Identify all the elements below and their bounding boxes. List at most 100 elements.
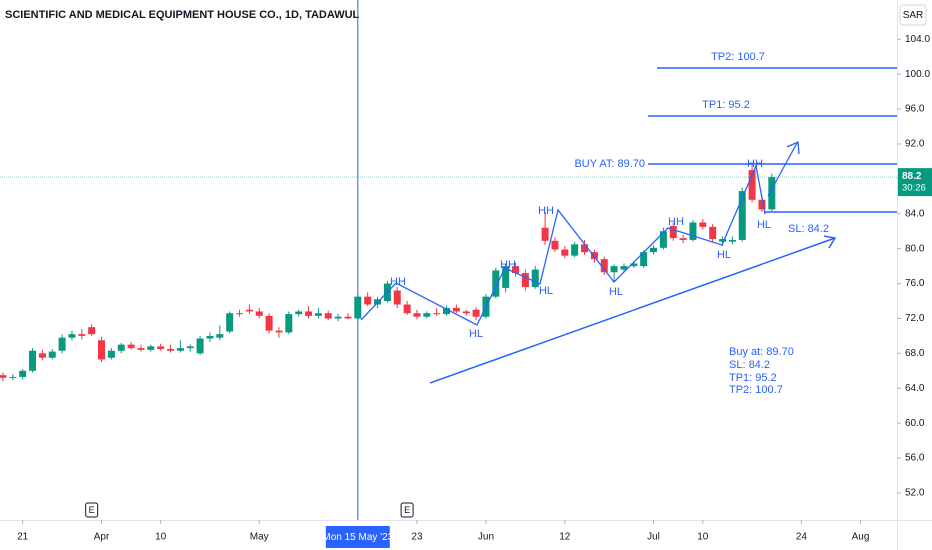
earnings-label: E (89, 505, 95, 515)
candle-body (255, 311, 263, 316)
candle-body (285, 314, 293, 333)
candle-body (738, 191, 746, 240)
candle-body (117, 344, 125, 351)
candle-body (462, 311, 470, 314)
candle-body (600, 259, 608, 273)
candle-body (531, 269, 539, 288)
y-tick-label: 64.0 (905, 383, 925, 394)
x-tick-label: 21 (17, 532, 29, 543)
candle-body (147, 346, 155, 350)
candle-body (206, 335, 214, 339)
note-line: Buy at: 89.70 (729, 346, 794, 358)
y-tick-label: 56.0 (905, 453, 925, 464)
projection-line (767, 142, 798, 197)
pattern-label: HL (717, 249, 731, 261)
trend-line (429, 237, 836, 384)
candle-body (541, 227, 549, 241)
candle-body (275, 330, 283, 333)
x-tick-label: 24 (796, 532, 808, 543)
x-tick-label: Aug (852, 532, 870, 543)
candle-body (19, 370, 27, 377)
y-tick-label: 76.0 (905, 278, 925, 289)
candle-body (423, 313, 431, 317)
y-tick-label: 96.0 (905, 104, 925, 115)
currency: SAR (903, 10, 924, 21)
candle-body (68, 334, 76, 338)
y-tick-label: 80.0 (905, 243, 925, 254)
candle-body (245, 309, 253, 312)
pattern-label: HL (757, 219, 771, 231)
pattern-label: HL (539, 285, 553, 297)
candle-body (38, 353, 46, 358)
candle-body (196, 338, 204, 354)
candle-body (176, 348, 184, 351)
note-line: TP2: 100.7 (729, 384, 783, 396)
candle-body (689, 222, 697, 240)
candle-body (314, 313, 322, 316)
candle-body (354, 296, 362, 319)
y-tick-label: 100.0 (905, 69, 930, 80)
candle-body (98, 340, 106, 360)
chart-title: SCIENTIFIC AND MEDICAL EQUIPMENT HOUSE C… (5, 9, 360, 21)
candle-body (709, 226, 717, 240)
level-label: TP1: 95.2 (702, 99, 750, 111)
candle-body (452, 307, 460, 312)
candle-body (157, 346, 165, 349)
last-price-tag (898, 168, 932, 197)
candle-body (127, 344, 135, 349)
level-label: TP2: 100.7 (711, 51, 765, 63)
candle-body (728, 239, 736, 242)
candle-body (305, 311, 313, 316)
candle-body (768, 177, 776, 210)
earnings-box (400, 502, 414, 518)
pattern-label: HL (609, 286, 623, 298)
candle-body (472, 309, 480, 317)
candle-body (413, 313, 421, 317)
candle-body (236, 313, 244, 315)
crosshair-label: Mon 15 May '23 (322, 532, 393, 543)
x-tick-label: 10 (697, 532, 709, 543)
candle-body (58, 337, 66, 351)
crosshair-label-box (325, 526, 390, 548)
candle-body (48, 351, 56, 358)
candle-body (324, 313, 332, 319)
candle-body (443, 307, 451, 315)
x-tick-label: 12 (559, 532, 571, 543)
candle-body (334, 316, 342, 319)
candle-body (167, 348, 175, 351)
candle-body (265, 315, 273, 331)
x-tick-label: Jul (647, 532, 660, 543)
pattern-label: HL (469, 328, 483, 340)
currency-box (899, 4, 927, 26)
candle-body (393, 290, 401, 305)
y-tick-label: 84.0 (905, 208, 925, 219)
candle-body (581, 244, 589, 253)
candle-body (679, 238, 687, 240)
pattern-label: HH (668, 216, 684, 228)
candle-body (561, 249, 569, 256)
zigzag (360, 163, 766, 326)
level-label: BUY AT: 89.70 (574, 158, 645, 170)
candle-body (364, 296, 372, 305)
candle-body (650, 247, 658, 253)
candle-body (186, 346, 194, 349)
pattern-label: HH (538, 205, 554, 217)
note-line: TP1: 95.2 (729, 372, 777, 384)
pattern-label: HH (390, 276, 406, 288)
y-tick-label: 104.0 (905, 34, 930, 45)
candle-body (571, 244, 579, 256)
y-tick-label: 92.0 (905, 139, 925, 150)
candle-body (433, 313, 441, 315)
candle-body (620, 266, 628, 270)
candle-body (0, 375, 7, 378)
x-tick-label: 10 (155, 532, 167, 543)
candle-body (590, 252, 598, 260)
candle-body (107, 350, 115, 358)
candle-body (78, 334, 86, 336)
x-tick-label: Jun (478, 532, 494, 543)
candle-body (492, 270, 500, 297)
candle-body (502, 266, 510, 288)
earnings-label: E (404, 505, 410, 515)
